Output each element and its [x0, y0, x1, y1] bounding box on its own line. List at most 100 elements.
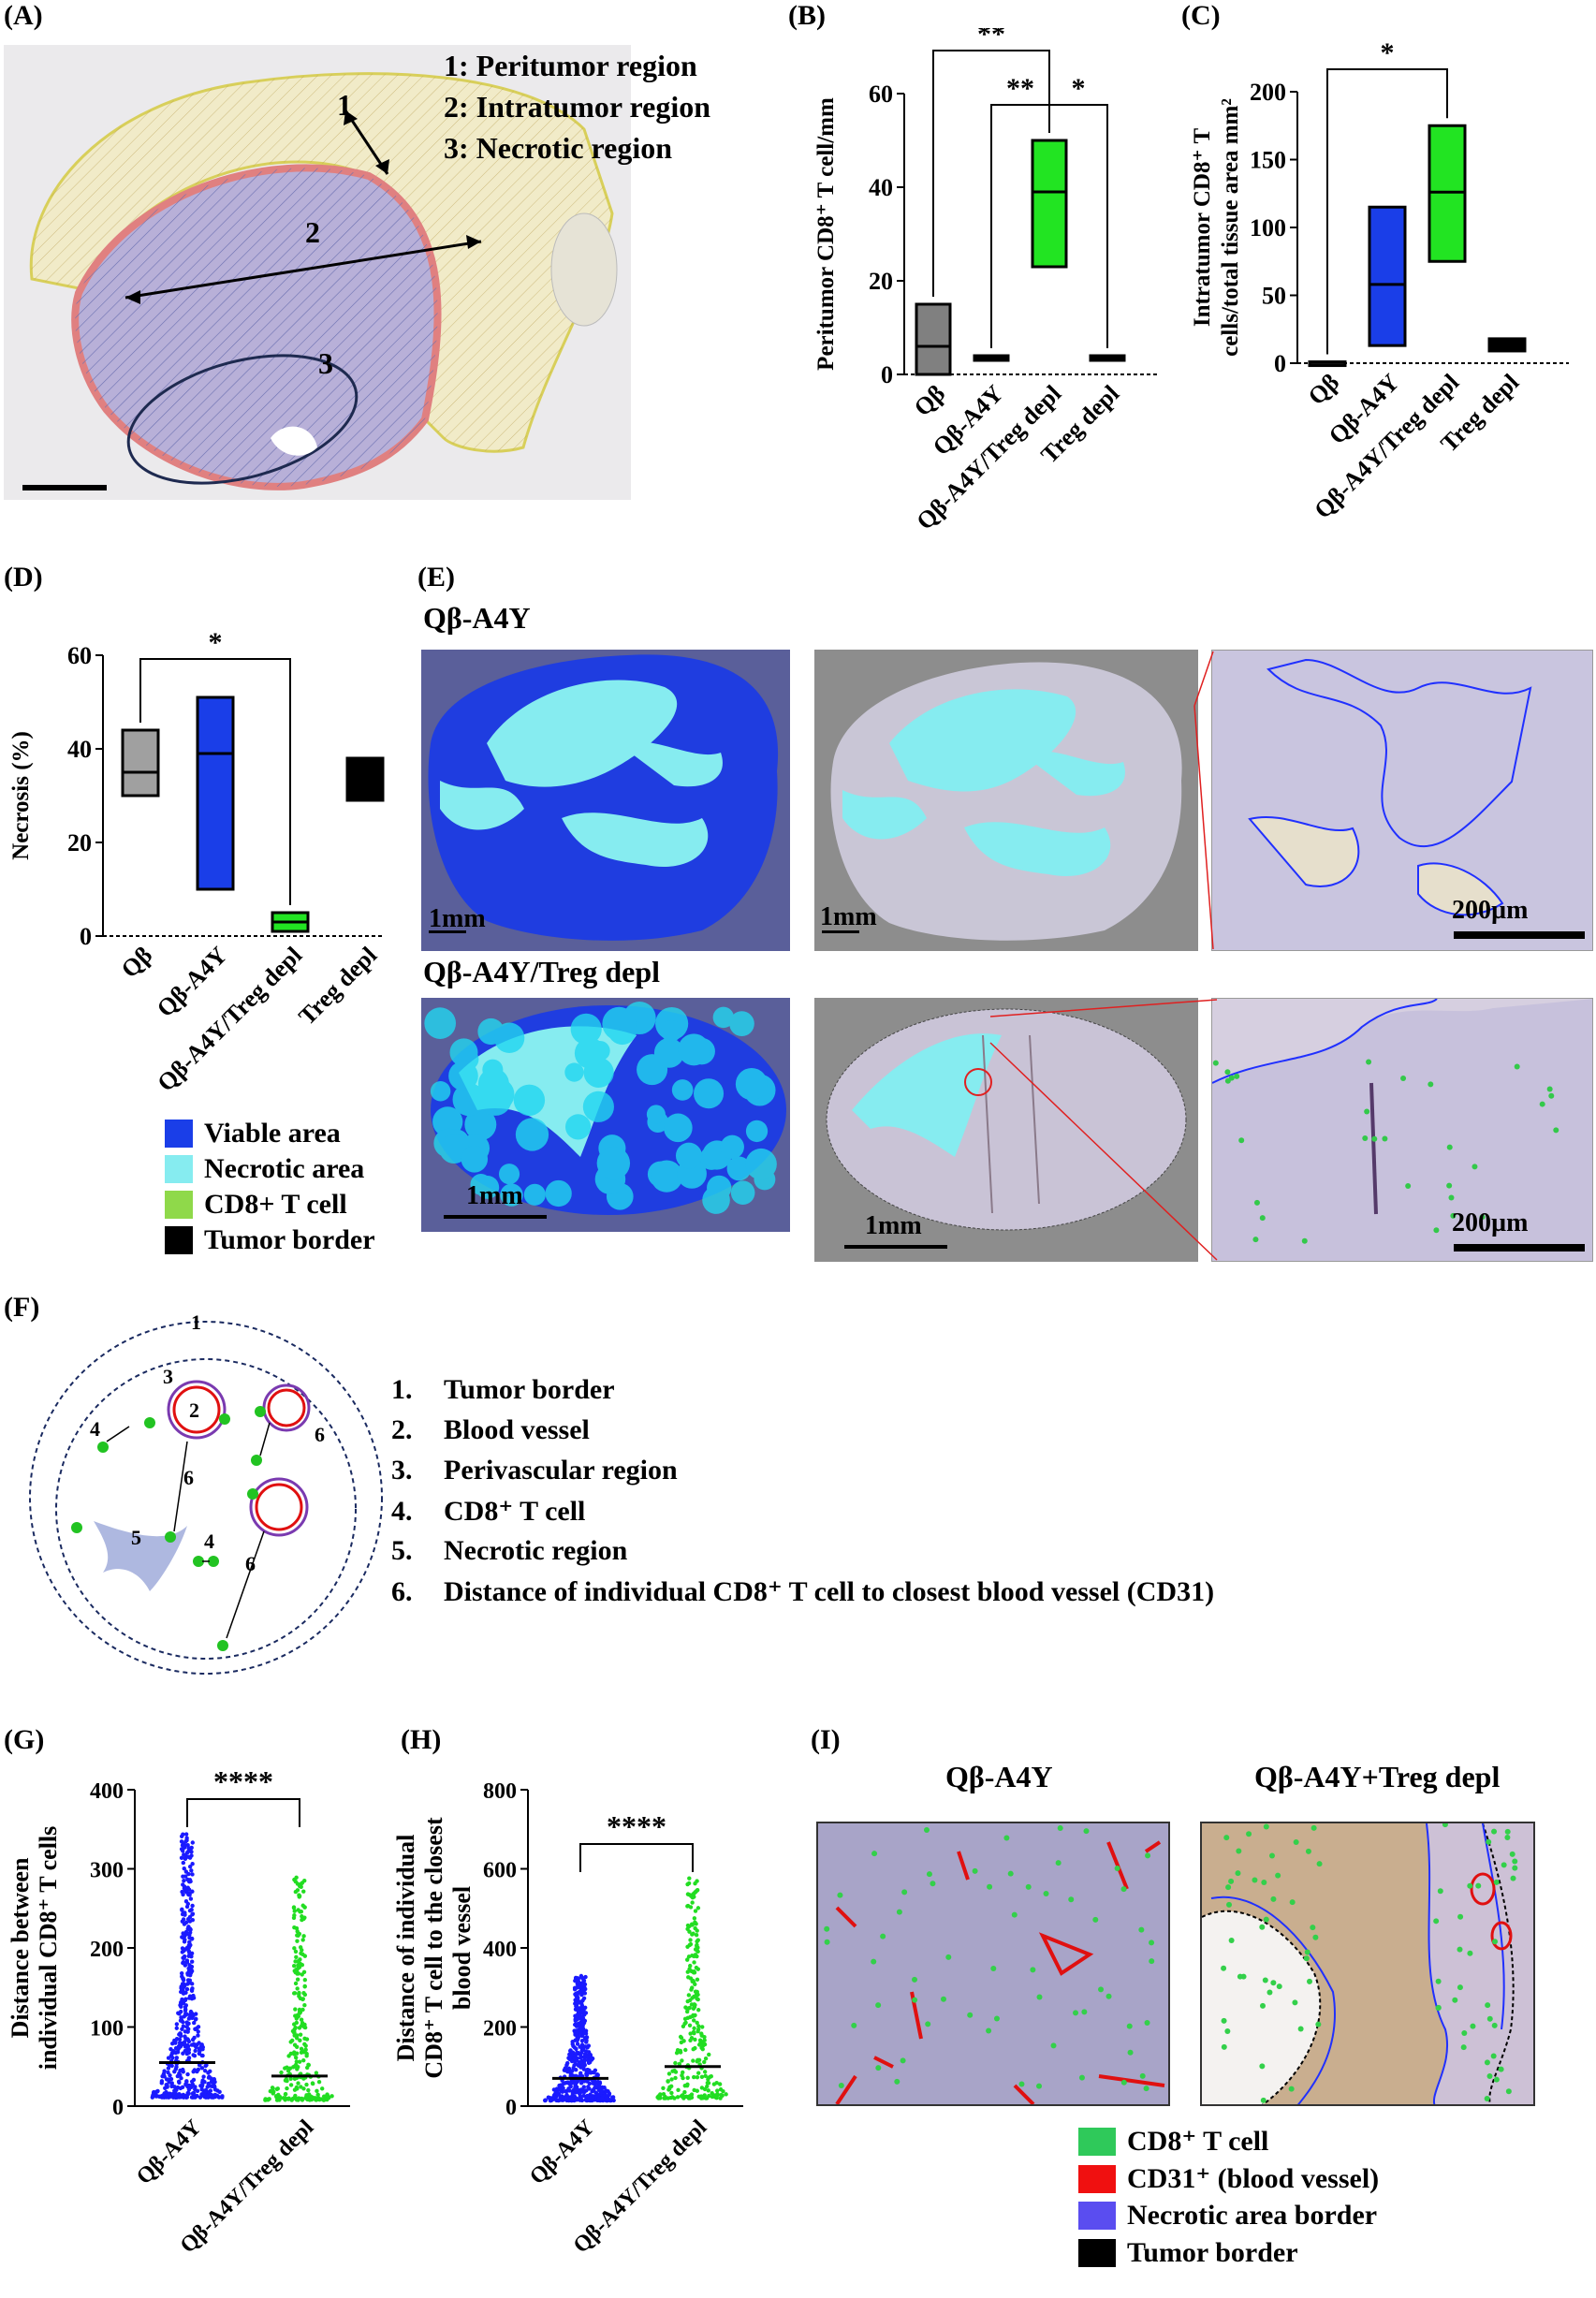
data-point	[690, 1923, 695, 1927]
swatch-i-cd8	[1078, 2127, 1116, 2156]
data-point	[302, 2036, 307, 2042]
blood-vessel-3	[249, 1477, 309, 1537]
x-tick-label: Qβ	[909, 380, 950, 421]
cd8-marker	[1448, 1194, 1455, 1201]
data-point	[577, 2000, 581, 2005]
data-point	[180, 1908, 184, 1912]
cd31-image-treg	[1200, 1822, 1535, 2106]
data-point	[190, 1862, 195, 1866]
data-point	[696, 2027, 701, 2032]
data-point	[599, 2096, 605, 2100]
data-point	[291, 2028, 297, 2033]
y-tick-label: 100	[90, 2017, 124, 2042]
cd8-marker	[1270, 1895, 1277, 1902]
data-point	[301, 1889, 306, 1894]
y-tick-label: 40	[67, 736, 92, 763]
cd8-marker	[1486, 2015, 1493, 2022]
data-point	[686, 1993, 692, 1998]
data-point	[573, 2053, 578, 2057]
data-point	[297, 1931, 301, 1937]
data-point	[293, 2007, 298, 2012]
data-point	[179, 2076, 183, 2081]
data-point	[292, 1991, 298, 1996]
data-point	[185, 2029, 190, 2034]
panel-a-legend: 1: Peritumor region 2: Intratumor region…	[444, 45, 710, 168]
data-point	[693, 1909, 698, 1913]
data-point	[674, 2050, 680, 2056]
y-tick-label: 800	[483, 1779, 517, 1804]
data-point	[267, 2097, 271, 2101]
cd8-marker	[1479, 1214, 1486, 1221]
data-point	[191, 2042, 197, 2046]
list-item-3: 3. Perivascular region	[391, 1455, 678, 1486]
data-point	[190, 1903, 195, 1909]
data-point	[697, 2038, 703, 2042]
data-point	[575, 2042, 580, 2046]
y-axis-label: Distance betweenindividual CD8⁺ T cells	[7, 1826, 62, 2071]
legend-intratumor: 2: Intratumor region	[444, 90, 711, 124]
data-point	[294, 2036, 300, 2041]
data-point	[569, 2058, 575, 2064]
data-point	[696, 2008, 701, 2013]
data-point	[190, 2011, 195, 2016]
data-point	[679, 2040, 684, 2045]
data-point	[300, 1962, 305, 1968]
data-point	[711, 2082, 717, 2086]
box-3	[1031, 139, 1068, 269]
swatch-i-necrotic	[1078, 2202, 1116, 2230]
cd8-marker	[1030, 1967, 1036, 1973]
data-points-2	[655, 1876, 728, 2100]
vessel-diagram	[29, 1321, 383, 1675]
data-point	[211, 2095, 215, 2100]
cd8-marker	[1055, 1860, 1062, 1866]
legend-necrotic-area: Necrotic area	[165, 1153, 364, 1185]
data-point	[706, 2081, 711, 2086]
data-point	[578, 2071, 583, 2076]
y-tick-label: 40	[869, 174, 893, 201]
cd8-marker	[1224, 1077, 1231, 1084]
data-point	[689, 2002, 695, 2007]
data-point	[685, 2007, 690, 2012]
y-tick-label: 60	[67, 642, 92, 669]
cd8-marker	[1261, 1880, 1267, 1886]
zoom-image-treg: 200µm	[1211, 998, 1593, 1262]
data-point	[714, 2095, 719, 2100]
y-tick-label: 100	[1250, 214, 1286, 242]
data-point	[702, 2059, 707, 2065]
data-point	[556, 2098, 561, 2103]
data-point	[291, 1905, 297, 1910]
data-point	[303, 2048, 308, 2053]
cd8-marker	[1371, 1135, 1378, 1142]
data-point	[186, 1845, 191, 1851]
data-point	[283, 2098, 287, 2102]
y-tick-label: 50	[1262, 283, 1286, 310]
data-point	[300, 1972, 304, 1977]
significance-label: ****	[213, 1764, 273, 1798]
data-point	[181, 1860, 186, 1866]
data-point	[684, 2084, 690, 2088]
data-point	[151, 2093, 155, 2098]
cd8-marker	[1120, 1886, 1127, 1893]
data-point	[168, 2073, 172, 2078]
data-point	[199, 2066, 205, 2071]
significance-bracket	[932, 50, 1050, 297]
data-point	[203, 2063, 208, 2069]
data-point	[567, 2052, 572, 2056]
diagram-num-1: 1	[191, 1310, 201, 1334]
data-point	[690, 1900, 695, 1905]
cd8-marker	[1292, 1999, 1298, 2006]
data-point	[166, 2070, 170, 2075]
cd8-marker	[1491, 2022, 1498, 2028]
data-point	[692, 1969, 696, 1974]
data-point	[574, 2030, 579, 2036]
data-point	[692, 2018, 696, 2023]
cd8-marker	[1007, 1870, 1014, 1877]
data-point	[695, 1887, 700, 1893]
list-item-1: 1. Tumor border	[391, 1374, 615, 1405]
data-point	[691, 2006, 696, 2012]
data-point	[192, 2020, 197, 2026]
cd8-marker	[1234, 1073, 1240, 1079]
cd8-hotspot	[694, 1078, 725, 1109]
cd8-marker	[1433, 1227, 1440, 1234]
y-tick-label: 200	[1250, 79, 1286, 106]
